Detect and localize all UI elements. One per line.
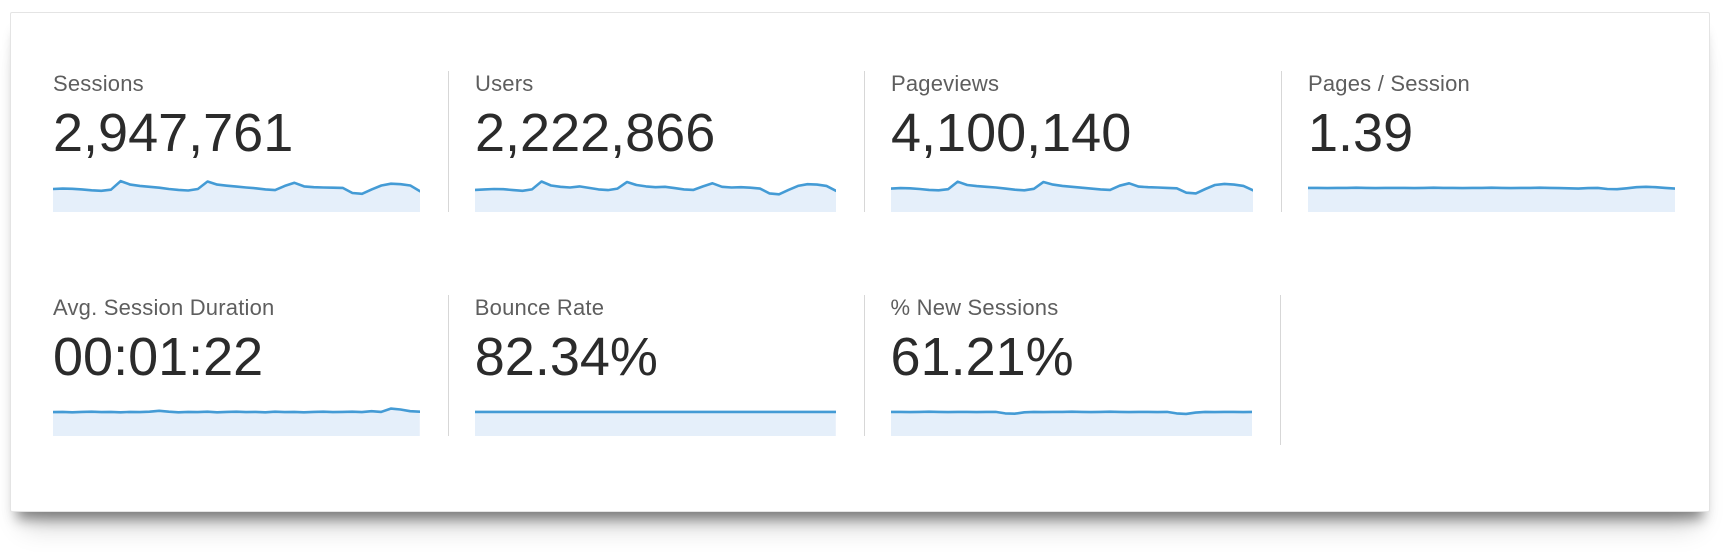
metric-value: 2,222,866 [475, 103, 716, 163]
metric-card-new-sessions: % New Sessions 61.21% [863, 295, 1281, 436]
metric-label: Bounce Rate [474, 295, 605, 320]
pages-per-session-sparkline-chart [1308, 185, 1675, 212]
metric-value: 2,947,761 [53, 103, 294, 163]
metric-value: 4,100,140 [891, 103, 1132, 163]
metric-label: Users [475, 71, 534, 96]
metric-card-pages-per-session: Pages / Session 1.39 [1281, 71, 1709, 212]
empty-grid-cell [1280, 295, 1709, 445]
metric-value: 00:01:22 [53, 327, 264, 387]
users-sparkline-chart [475, 180, 836, 212]
metric-card-users: Users 2,222,866 [448, 71, 864, 212]
metric-value: 82.34% [474, 327, 658, 387]
bounce-rate-sparkline-chart [474, 410, 836, 436]
metrics-row-1: Sessions 2,947,761 Users 2,222,866 Pagev… [11, 71, 1709, 212]
metric-card-avg-session-duration: Avg. Session Duration 00:01:22 [11, 295, 448, 436]
analytics-summary-panel: Sessions 2,947,761 Users 2,222,866 Pagev… [10, 12, 1710, 512]
pageviews-sparkline-chart [891, 180, 1253, 212]
metrics-row-2: Avg. Session Duration 00:01:22 Bounce Ra… [11, 295, 1709, 445]
metric-label: Pageviews [891, 71, 1000, 96]
sessions-sparkline-chart [53, 179, 420, 212]
metric-card-bounce-rate: Bounce Rate 82.34% [447, 295, 864, 436]
new-sessions-sparkline-chart [890, 410, 1253, 436]
metric-card-sessions: Sessions 2,947,761 [11, 71, 448, 212]
metric-label: Avg. Session Duration [53, 295, 275, 320]
metric-label: % New Sessions [890, 295, 1059, 320]
metric-card-pageviews: Pageviews 4,100,140 [864, 71, 1281, 212]
metric-label: Pages / Session [1308, 71, 1470, 96]
metric-value: 1.39 [1308, 103, 1414, 163]
metric-value: 61.21% [890, 327, 1074, 387]
avg-session-duration-sparkline-chart [53, 407, 420, 436]
metric-label: Sessions [53, 71, 144, 96]
